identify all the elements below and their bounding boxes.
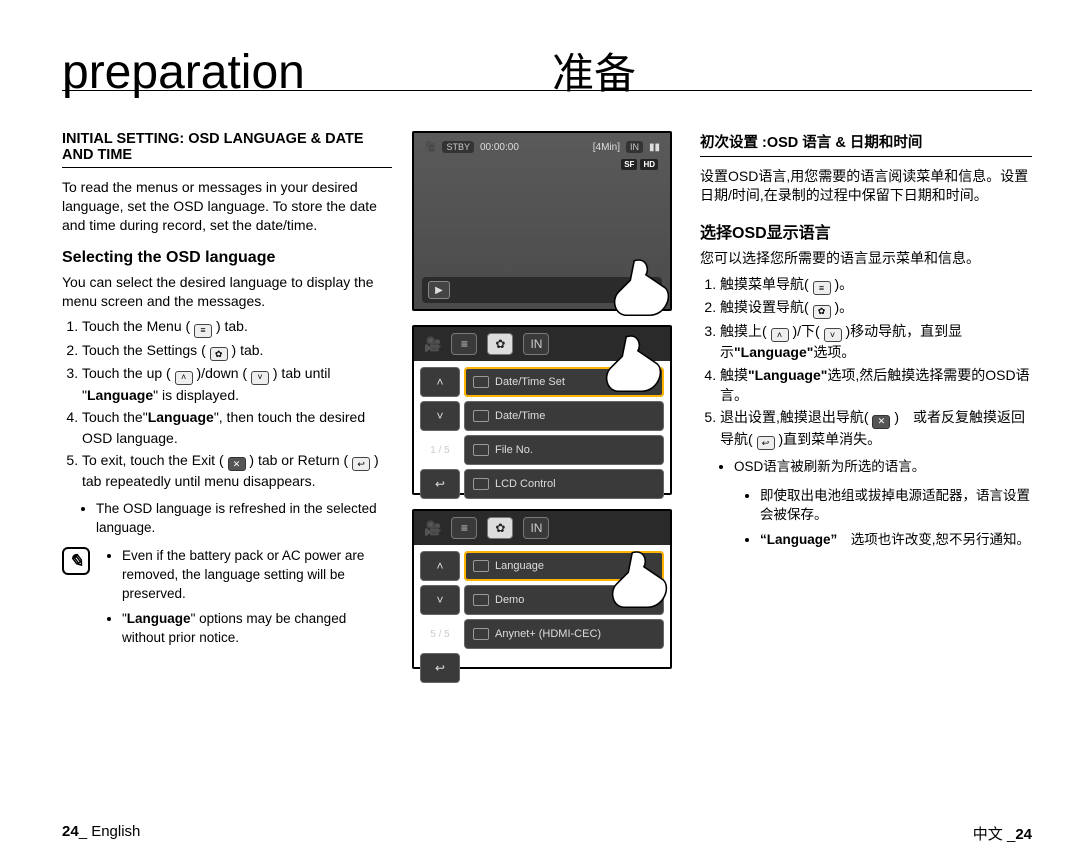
storage-in: IN — [626, 141, 643, 153]
menu-tab[interactable]: ≡ — [451, 333, 477, 355]
section-heading-en: INITIAL SETTING: OSD LANGUAGE & DATE AND… — [62, 131, 392, 168]
intro-en: To read the menus or messages in your de… — [62, 178, 392, 235]
intro-zh: 设置OSD语言,用您需要的语言阅读菜单和信息。设置日期/时间,在录制的过程中保留… — [700, 167, 1032, 205]
step-en: Touch the Settings ( ✿ ) tab. — [82, 340, 392, 362]
column-chinese: 初次设置 :OSD 语言 & 日期和时间 设置OSD语言,用您需要的语言阅读菜单… — [682, 131, 1032, 683]
step-zh: 触摸上( ˄ )/下( ˅ )移动导航，直到显示"Language"选项。 — [720, 321, 1032, 363]
step-en: Touch the Menu ( ≡ ) tab. — [82, 316, 392, 338]
stby-label: STBY — [442, 141, 474, 153]
footer-right: 中文 _24 — [973, 823, 1032, 844]
row-icon — [473, 444, 489, 456]
menu-tab[interactable]: ≡ — [451, 517, 477, 539]
pointing-hand — [602, 253, 682, 323]
page-indicator: 1 / 5 — [420, 435, 460, 465]
step-zh: 触摸菜单导航( ≡ )。 — [720, 274, 1032, 296]
lcd-status-bar: 🎥 STBY 00:00:00 [4Min] IN ▮▮ — [424, 141, 660, 153]
step-zh: 触摸设置导航( ✿ )。 — [720, 297, 1032, 319]
row-icon — [473, 560, 489, 572]
step-en: Touch the up ( ˄ )/down ( ˅ ) tab until … — [82, 363, 392, 405]
badge: HD — [640, 159, 658, 170]
settings-tab[interactable]: ✿ — [487, 333, 513, 355]
video-mode-icon: 🎥 — [424, 142, 436, 153]
note-item-en: Even if the battery pack or AC power are… — [122, 547, 392, 604]
sub-bullets-zh: OSD语言被刷新为所选的语言。 — [700, 458, 1032, 477]
play-tab[interactable]: ▶ — [428, 281, 450, 299]
sub-desc-zh: 您可以选择您所需要的语言显示菜单和信息。 — [700, 249, 1032, 268]
up-button[interactable]: ˄ — [420, 367, 460, 397]
settings-menu-1: 🎥 ≡ ✿ IN ˄ Date/Time Set ˅ Date/Time 1 /… — [412, 325, 672, 495]
return-button[interactable]: ↩ — [420, 653, 460, 683]
rec-time: 00:00:00 — [480, 142, 519, 153]
manual-page: preparation 准备 INITIAL SETTING: OSD LANG… — [0, 0, 1080, 866]
remain-time: [4Min] — [593, 142, 620, 153]
menu-tabs: 🎥 ≡ ✿ IN — [414, 511, 670, 545]
row-icon — [473, 594, 489, 606]
note-icon: ✎ — [62, 547, 90, 575]
step-zh: 触摸"Language"选项,然后触摸选择需要的OSD语言。 — [720, 365, 1032, 406]
note-item-en: "Language" options may be changed withou… — [122, 610, 392, 648]
badge: SF — [621, 159, 637, 170]
row-icon — [473, 628, 489, 640]
column-english: INITIAL SETTING: OSD LANGUAGE & DATE AND… — [62, 131, 402, 683]
step-zh: 退出设置,触摸退出导航( ✕ ) 或者反复触摸返回导航( ↩ )直到菜单消失。 — [720, 407, 1032, 450]
note-item-zh: 即使取出电池组或拔掉电源适配器，语言设置会被保存。 — [760, 487, 1032, 525]
storage-tab[interactable]: IN — [523, 517, 549, 539]
row-icon — [473, 376, 489, 388]
subheading-zh: 选择OSD显示语言 — [700, 219, 1032, 243]
subheading-en: Selecting the OSD language — [62, 249, 392, 267]
up-button[interactable]: ˄ — [420, 551, 460, 581]
row-icon — [473, 478, 489, 490]
steps-zh: 触摸菜单导航( ≡ )。 触摸设置导航( ✿ )。 触摸上( ˄ )/下( ˅ … — [700, 274, 1032, 450]
menu-row[interactable]: LCD Control — [464, 469, 664, 499]
storage-tab[interactable]: IN — [523, 333, 549, 355]
sub-desc-en: You can select the desired language to d… — [62, 273, 392, 311]
steps-en: Touch the Menu ( ≡ ) tab. Touch the Sett… — [62, 316, 392, 491]
menu-row[interactable]: Anynet+ (HDMI-CEC) — [464, 619, 664, 649]
down-button[interactable]: ˅ — [420, 585, 460, 615]
title-rule — [62, 90, 1032, 91]
return-button[interactable]: ↩ — [420, 469, 460, 499]
footer-left: 24_ English — [62, 823, 140, 844]
battery-icon: ▮▮ — [649, 142, 660, 153]
quality-badges: SF HD — [621, 159, 658, 170]
video-mode-icon: 🎥 — [424, 520, 441, 537]
menu-row[interactable]: File No. — [464, 435, 664, 465]
bullet-en: The OSD language is refreshed in the sel… — [96, 500, 392, 538]
page-titles: preparation 准备 — [62, 40, 1032, 101]
column-screens: 🎥 STBY 00:00:00 [4Min] IN ▮▮ SF HD ▶ ≡ — [402, 131, 682, 683]
title-en: preparation — [62, 45, 552, 100]
step-en: To exit, touch the Exit ( ✕ ) tab or Ret… — [82, 450, 392, 492]
step-en: Touch the"Language", then touch the desi… — [82, 407, 392, 448]
page-footer: 24_ English 中文 _24 — [62, 823, 1032, 844]
video-mode-icon: 🎥 — [424, 336, 441, 353]
section-heading-zh: 初次设置 :OSD 语言 & 日期和时间 — [700, 131, 1032, 157]
settings-menu-2: 🎥 ≡ ✿ IN ˄ Language ˅ Demo 5 / 5 Anynet+… — [412, 509, 672, 669]
pointing-hand — [594, 329, 674, 399]
settings-tab[interactable]: ✿ — [487, 517, 513, 539]
row-icon — [473, 410, 489, 422]
pointing-hand — [600, 545, 680, 615]
bullet-zh: OSD语言被刷新为所选的语言。 — [734, 458, 1032, 477]
page-indicator: 5 / 5 — [420, 619, 460, 649]
menu-row[interactable]: Date/Time — [464, 401, 664, 431]
note-en: ✎ Even if the battery pack or AC power a… — [62, 547, 392, 653]
title-zh: 准备 — [552, 40, 636, 101]
lcd-screen-preview: 🎥 STBY 00:00:00 [4Min] IN ▮▮ SF HD ▶ ≡ — [412, 131, 672, 311]
note-zh: 即使取出电池组或拔掉电源适配器，语言设置会被保存。 “Language” 选项也… — [700, 487, 1032, 556]
note-item-zh: “Language” 选项也许改变,恕不另行通知。 — [760, 531, 1032, 550]
sub-bullets-en: The OSD language is refreshed in the sel… — [62, 500, 392, 538]
down-button[interactable]: ˅ — [420, 401, 460, 431]
